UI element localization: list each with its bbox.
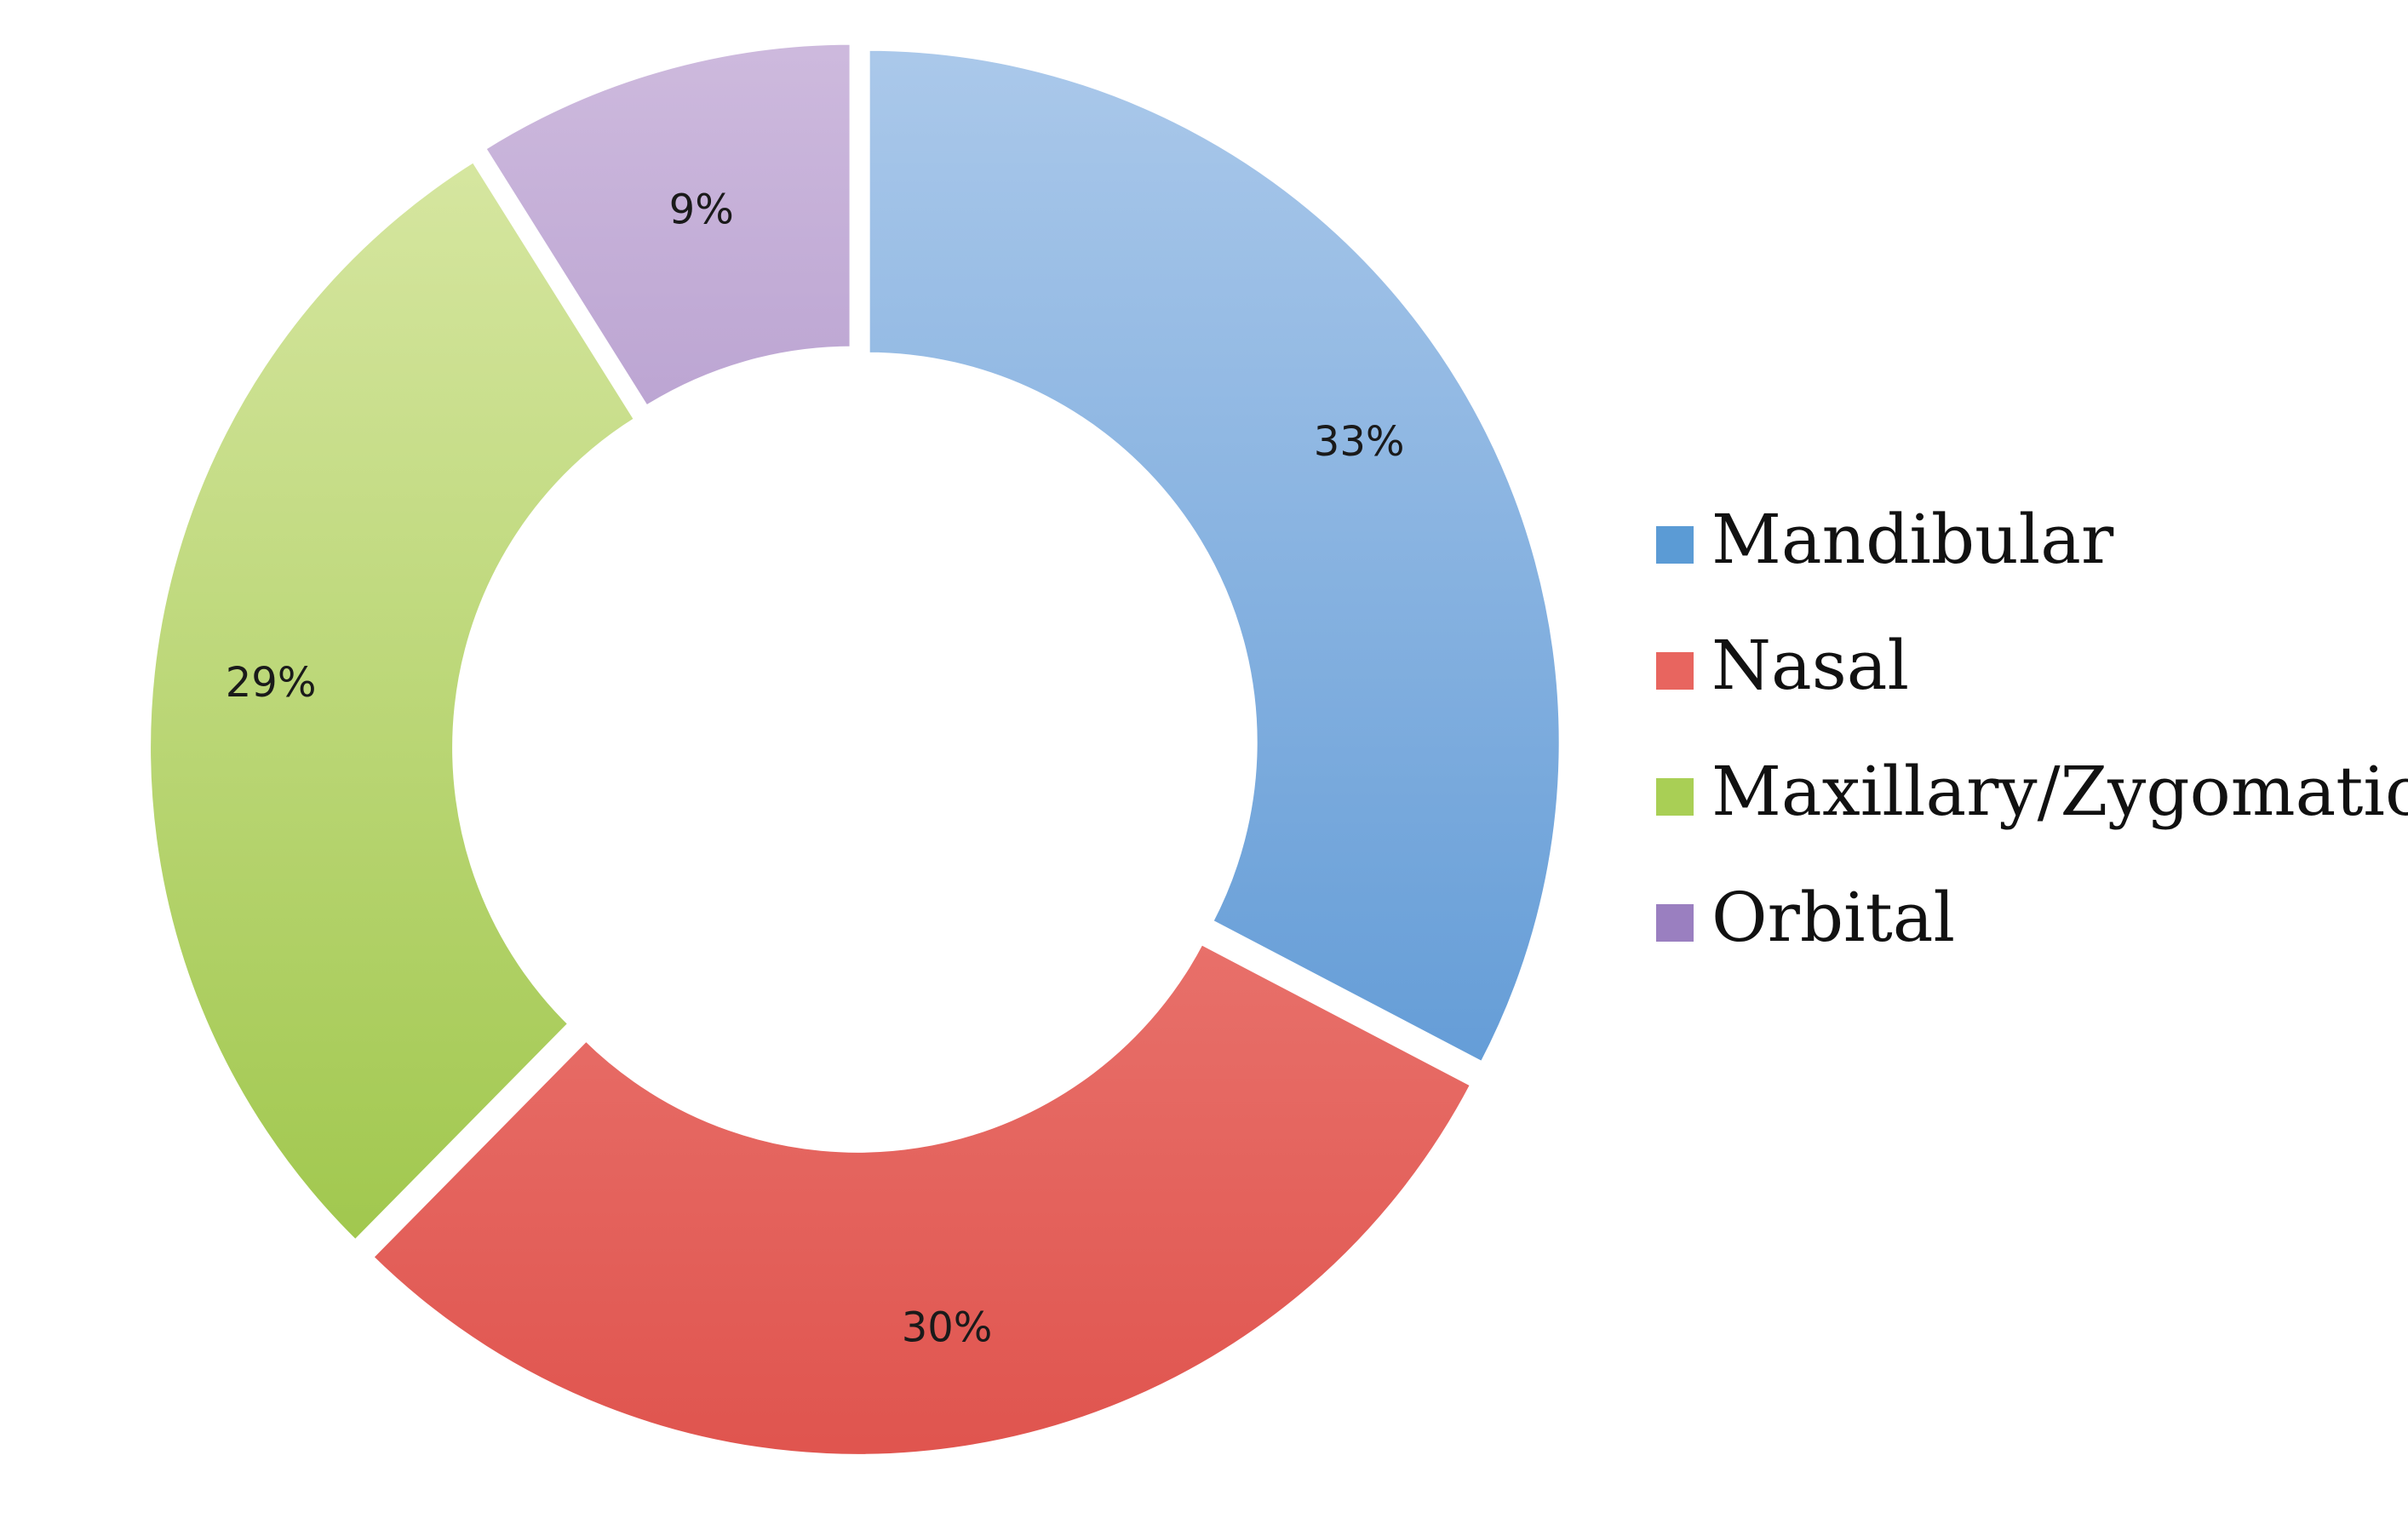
legend-label: Maxillary/Zygomatic [1711,752,2408,831]
slice-maxillary-zygomatic [146,156,640,1246]
slice-value-label: 9% [669,186,734,234]
legend-item: Maxillary/Zygomatic [1656,752,2408,831]
slice-value-label: 29% [226,659,317,707]
legend-swatch [1656,778,1694,816]
slice-orbital [479,39,855,412]
chart-slices [146,39,1564,1459]
legend-item: Mandibular [1656,500,2114,579]
slice-value-label: 30% [902,1304,993,1352]
legend-label: Nasal [1711,626,1909,705]
legend-item: Nasal [1656,626,1909,705]
legend-label: Mandibular [1711,500,2114,579]
slice-value-label: 33% [1314,418,1405,466]
legend-swatch [1656,904,1694,942]
slice-mandibular [864,45,1564,1068]
chart-slice-labels: 33% 30% 29% 9% [226,186,1405,1352]
legend-label: Orbital [1711,878,1955,957]
chart-legend: Mandibular Nasal Maxillary/Zygomatic Orbita… [1656,500,2408,957]
legend-item: Orbital [1656,878,1955,957]
slice-nasal [367,938,1476,1459]
legend-swatch [1656,652,1694,690]
legend-swatch [1656,526,1694,564]
